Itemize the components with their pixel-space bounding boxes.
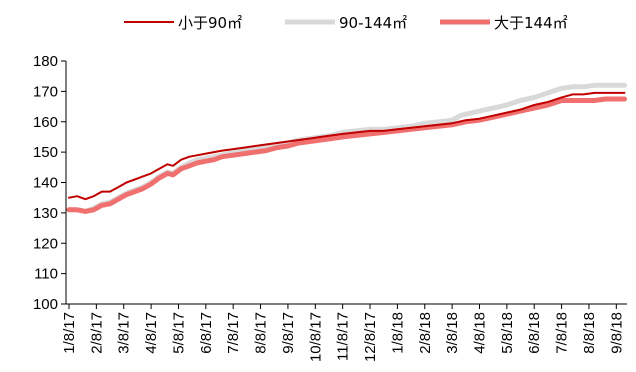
y-ticks: 100 110 120 130 140 150 160 170 180 xyxy=(33,53,66,313)
x-tick-label: 9/8/18 xyxy=(608,312,625,354)
x-tick-label: 2/8/17 xyxy=(88,312,105,354)
y-tick-label: 150 xyxy=(33,144,58,161)
x-ticks: 1/8/17 2/8/17 3/8/17 4/8/17 5/8/17 6/8/17 7/8/… xyxy=(61,304,625,362)
x-tick-label: 5/8/17 xyxy=(170,312,187,354)
legend: 小于90㎡ 90-144㎡ 大于144㎡ xyxy=(124,14,568,32)
x-tick-label: 10/8/17 xyxy=(307,312,324,362)
series-line-0 xyxy=(68,91,626,201)
x-tick-label: 8/8/17 xyxy=(253,312,270,354)
x-tick-label: 7/8/18 xyxy=(554,312,571,354)
x-tick-label: 1/8/18 xyxy=(389,312,406,354)
x-tick-label: 3/8/18 xyxy=(444,312,461,354)
x-tick-label: 11/8/17 xyxy=(335,312,352,361)
y-tick-label: 140 xyxy=(33,175,58,192)
x-tick-label: 1/8/17 xyxy=(61,312,78,354)
y-tick-label: 170 xyxy=(33,83,58,100)
x-tick-label: 5/8/18 xyxy=(499,312,516,354)
x-tick-label: 4/8/17 xyxy=(143,312,160,354)
x-tick-label: 8/8/18 xyxy=(581,312,598,354)
y-tick-label: 110 xyxy=(34,266,58,283)
y-tick-label: 160 xyxy=(33,114,58,131)
x-tick-label: 7/8/17 xyxy=(225,312,242,354)
x-tick-label: 6/8/17 xyxy=(198,312,215,354)
x-tick-label: 2/8/18 xyxy=(417,312,434,354)
x-tick-label: 3/8/17 xyxy=(116,312,133,354)
legend-label-1: 90-144㎡ xyxy=(339,14,407,32)
series-group xyxy=(66,82,627,214)
y-tick-label: 180 xyxy=(33,53,58,70)
x-tick-label: 9/8/17 xyxy=(280,312,297,354)
y-tick-label: 120 xyxy=(33,235,58,252)
x-tick-label: 12/8/17 xyxy=(362,312,379,362)
x-tick-label: 4/8/18 xyxy=(471,312,488,354)
series-line-2 xyxy=(66,96,627,214)
x-tick-label: 6/8/18 xyxy=(526,312,543,354)
legend-label-2: 大于144㎡ xyxy=(494,14,568,32)
y-tick-label: 100 xyxy=(33,296,58,313)
legend-label-0: 小于90㎡ xyxy=(178,14,242,32)
y-tick-label: 130 xyxy=(33,205,58,222)
